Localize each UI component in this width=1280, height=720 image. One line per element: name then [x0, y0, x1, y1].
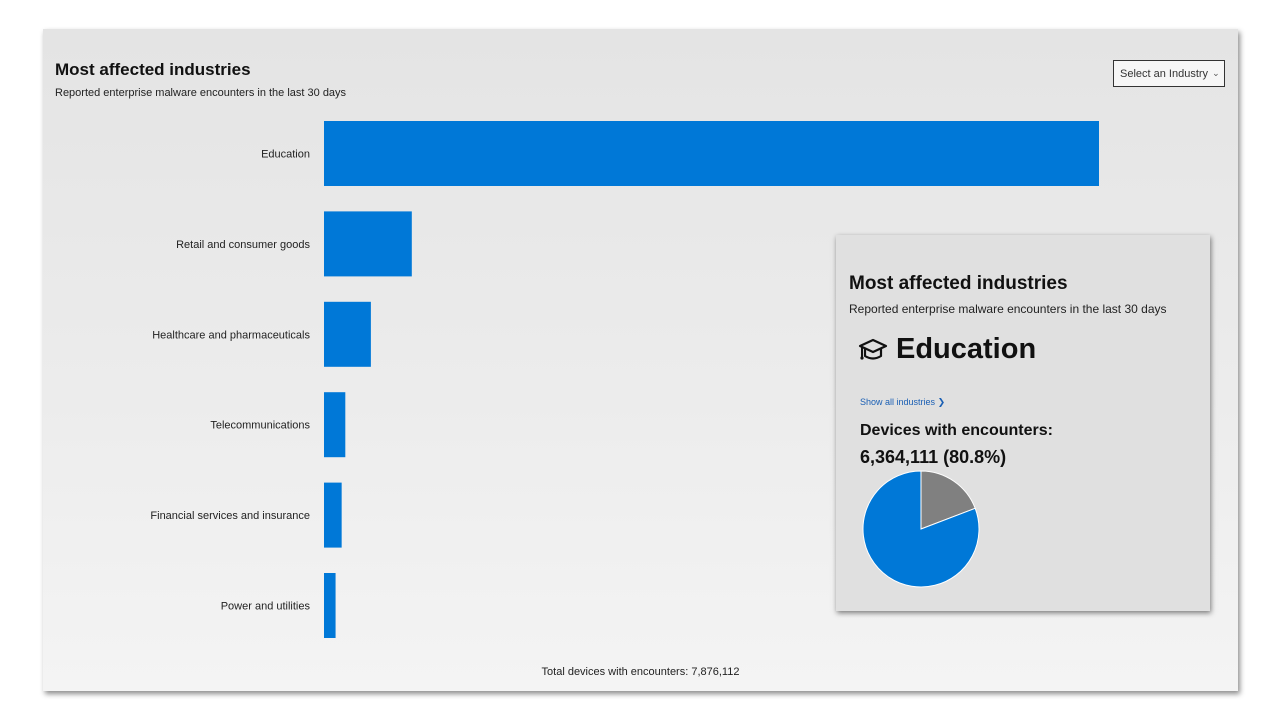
total-devices: Total devices with encounters: 7,876,112: [541, 666, 740, 678]
page-title: Most affected industries: [55, 60, 251, 79]
bar-retail-and-consumer-goods[interactable]: [324, 211, 412, 277]
card-industry: Education: [858, 333, 1036, 366]
bar-label: Healthcare and pharmaceuticals: [152, 329, 310, 341]
industry-select-label: Select an Industry: [1120, 67, 1209, 80]
bar-telecommunications[interactable]: [324, 392, 346, 458]
bar-chart: Education Retail and consumer goods Health…: [150, 121, 1099, 638]
industry-detail-card: Most affected industries Reported enterp…: [836, 235, 1210, 611]
bar-power-and-utilities[interactable]: [324, 573, 336, 638]
bar-label: Financial services and insurance: [150, 510, 310, 522]
graduation-cap-icon: [858, 338, 888, 360]
bar-education[interactable]: [324, 121, 1099, 186]
bar-financial-services-and-insurance[interactable]: [324, 482, 342, 548]
pie-chart: [862, 470, 980, 588]
card-industry-name: Education: [896, 333, 1037, 365]
chevron-down-icon: ⌄: [1212, 68, 1220, 78]
bar-label: Telecommunications: [210, 420, 310, 432]
bar-label: Retail and consumer goods: [176, 239, 310, 251]
page-subtitle: Reported enterprise malware encounters i…: [55, 87, 347, 99]
bar-label: Education: [261, 149, 310, 161]
devices-label: Devices with encounters:: [860, 422, 1053, 439]
industry-select[interactable]: Select an Industry ⌄: [1113, 60, 1225, 87]
pie-slice-other-industries[interactable]: [920, 470, 976, 530]
bar-healthcare-and-pharmaceuticals[interactable]: [324, 301, 371, 367]
pie-slice-education[interactable]: [862, 470, 980, 588]
show-all-industries-link[interactable]: Show all industries ❯: [860, 397, 945, 408]
chevron-right-icon: ❯: [937, 397, 946, 407]
show-all-label: Show all industries: [860, 397, 936, 407]
bar-label: Power and utilities: [221, 601, 311, 613]
card-title: Most affected industries: [849, 273, 1068, 294]
card-subtitle: Reported enterprise malware encounters i…: [849, 302, 1167, 316]
devices-value: 6,364,111 (80.8%): [860, 447, 1007, 467]
